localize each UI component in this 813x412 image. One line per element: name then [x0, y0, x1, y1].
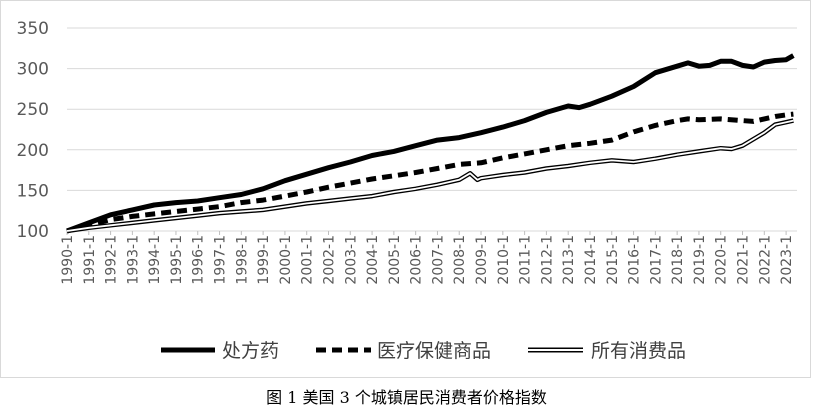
x-tick-label: 1996-1 [191, 235, 207, 285]
x-tick-label: 2018-1 [670, 235, 686, 285]
legend-item-rx: 处方药 [161, 340, 279, 362]
x-tick-label: 2006-1 [409, 235, 425, 285]
legend-label-rx: 处方药 [222, 340, 279, 362]
x-tick-label: 1994-1 [147, 235, 163, 285]
series-line-2-inner [66, 119, 794, 232]
y-tick-label: 350 [17, 19, 49, 39]
x-tick-label: 2020-1 [714, 235, 730, 285]
x-tick-label: 1999-1 [256, 235, 272, 285]
x-axis-ticks: 1990-1 1991-1 1992-1 1993-1 1994-1 1995-1 1996… [60, 231, 795, 285]
x-tick-label: 2019-1 [692, 235, 708, 285]
x-tick-label: 2016-1 [627, 235, 643, 285]
x-tick-label: 2002-1 [321, 235, 337, 285]
x-tick-label: 2001-1 [300, 235, 316, 285]
x-tick-label: 2013-1 [561, 235, 577, 285]
y-axis-ticks: 100 150 200 250 300 350 [17, 19, 49, 242]
legend-item-medical: 医疗保健商品 [316, 340, 491, 362]
legend-label-all: 所有消费品 [591, 340, 686, 362]
legend-label-medical: 医疗保健商品 [377, 340, 491, 362]
y-tick-label: 300 [17, 60, 49, 80]
figure-caption: 图 1 美国 3 个城镇居民消费者价格指数 [266, 388, 547, 407]
x-tick-label: 1997-1 [213, 235, 229, 285]
x-tick-label: 1992-1 [104, 235, 120, 285]
x-tick-label: 2017-1 [648, 235, 664, 285]
series-lines [66, 53, 795, 234]
y-tick-label: 100 [17, 222, 49, 242]
chart-frame: 100 150 200 250 300 350 1990-1 1991-1 1992-1 199… [0, 0, 811, 378]
x-tick-label: 2005-1 [387, 235, 403, 285]
legend-item-all: 所有消费品 [528, 340, 686, 362]
x-tick-label: 2011-1 [518, 235, 534, 285]
x-tick-label: 1991-1 [82, 235, 98, 285]
x-tick-label: 2015-1 [605, 235, 621, 285]
x-tick-label: 2022-1 [757, 235, 773, 285]
x-tick-label: 1998-1 [234, 235, 250, 285]
x-tick-label: 2021-1 [736, 235, 752, 285]
x-tick-label: 2014-1 [583, 235, 599, 285]
x-tick-label: 2007-1 [430, 235, 446, 285]
x-tick-label: 2009-1 [474, 235, 490, 285]
legend: 处方药 医疗保健商品 所有消费品 [161, 340, 686, 362]
x-tick-label: 1995-1 [169, 235, 185, 285]
y-tick-label: 150 [17, 181, 49, 201]
y-tick-label: 200 [17, 141, 49, 161]
x-tick-label: 2003-1 [343, 235, 359, 285]
x-tick-label: 2004-1 [365, 235, 381, 285]
x-tick-label: 2023-1 [779, 235, 795, 285]
gridlines [67, 27, 797, 232]
x-tick-label: 2000-1 [278, 235, 294, 285]
y-tick-label: 250 [17, 100, 49, 120]
series-line-1 [66, 111, 794, 234]
x-tick-label: 2012-1 [539, 235, 555, 285]
x-tick-label: 1990-1 [60, 235, 76, 285]
series-line-2-outer [66, 118, 794, 234]
x-tick-label: 2008-1 [452, 235, 468, 285]
x-tick-label: 2010-1 [496, 235, 512, 285]
series-line-0 [66, 53, 795, 234]
x-tick-label: 1993-1 [125, 235, 141, 285]
